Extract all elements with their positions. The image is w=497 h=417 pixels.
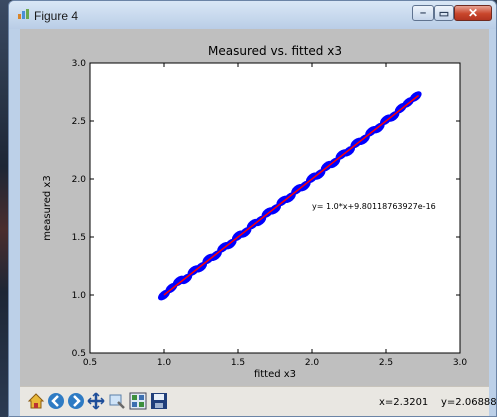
- close-button[interactable]: ✕: [454, 5, 492, 21]
- y-coordinate-readout: y=2.06888: [441, 397, 497, 408]
- forward-icon: [68, 393, 84, 409]
- back-button[interactable]: [46, 391, 66, 411]
- x-tick-label: 2.5: [379, 358, 393, 368]
- minimize-icon: –: [419, 7, 427, 19]
- back-icon: [48, 393, 64, 409]
- fit-line: [163, 94, 420, 296]
- save-icon: [151, 393, 167, 409]
- maximize-button[interactable]: ▭: [434, 5, 454, 21]
- zoom-button[interactable]: [107, 391, 127, 411]
- pan-icon: [87, 392, 105, 410]
- forward-button[interactable]: [66, 391, 86, 411]
- x-tick-label: 3.0: [453, 358, 468, 368]
- y-tick-label: 1.0: [72, 291, 87, 301]
- home-icon: [27, 393, 45, 409]
- close-icon: ✕: [467, 6, 479, 20]
- x-tick-label: 1.0: [157, 358, 172, 368]
- chart-title: Measured vs. fitted x3: [208, 44, 342, 58]
- minimize-button[interactable]: –: [412, 5, 434, 21]
- x-tick-label: 1.5: [231, 358, 245, 368]
- y-axis-label: measured x3: [42, 175, 53, 240]
- subplots-button[interactable]: [128, 391, 148, 411]
- y-tick-label: 3.0: [72, 59, 87, 69]
- home-button[interactable]: [26, 391, 46, 411]
- x-tick-label: 2.0: [305, 358, 320, 368]
- maximize-icon: ▭: [438, 7, 450, 20]
- desktop-background: [0, 0, 10, 417]
- chart: Measured vs. fitted x3 fitted x3 measure…: [42, 44, 468, 380]
- navigation-toolbar: x=2.3201 y=2.06888: [20, 386, 496, 416]
- subplots-icon: [129, 392, 147, 410]
- x-coordinate-readout: x=2.3201: [379, 397, 429, 408]
- figure-canvas[interactable]: Measured vs. fitted x3 fitted x3 measure…: [20, 29, 489, 386]
- x-tick-label: 0.5: [83, 358, 97, 368]
- window-title: Figure 4: [34, 9, 79, 23]
- y-tick-label: 2.5: [72, 117, 86, 127]
- save-button[interactable]: [149, 391, 169, 411]
- app-icon: [18, 9, 29, 19]
- pan-button[interactable]: [86, 391, 106, 411]
- y-tick-label: 1.5: [72, 233, 86, 243]
- y-tick-label: 0.5: [72, 349, 86, 359]
- y-tick-label: 2.0: [72, 175, 87, 185]
- fit-equation-annotation: y= 1.0*x+9.80118763927e-16: [312, 202, 436, 211]
- figure-window: Figure 4 – ▭ ✕ Measured vs. fitted x3 fi…: [8, 0, 497, 417]
- title-bar[interactable]: Figure 4 – ▭ ✕: [9, 1, 496, 29]
- x-axis-label: fitted x3: [254, 369, 296, 380]
- zoom-icon: [109, 394, 125, 409]
